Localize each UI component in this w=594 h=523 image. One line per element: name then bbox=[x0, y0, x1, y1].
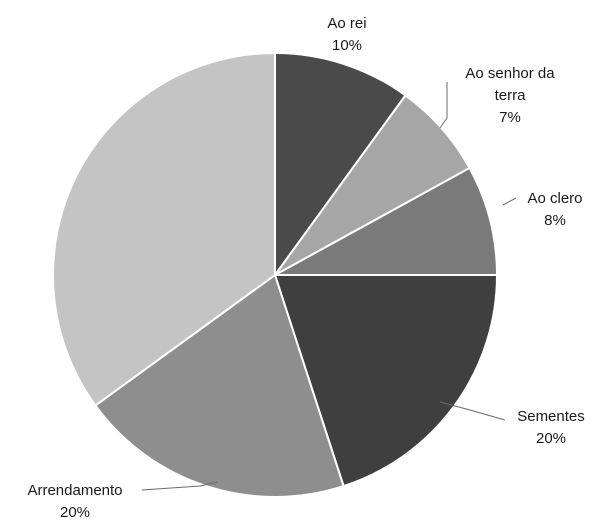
leader-line-ao_clero bbox=[502, 197, 517, 206]
slice-label-ao_senhor-line-2: terra bbox=[495, 87, 527, 104]
slice-value-ao_clero: 8% bbox=[544, 212, 566, 229]
slice-labels: Ao rei 10% Ao senhor da terra 7% Ao clero 8% Se… bbox=[27, 15, 584, 521]
slice-label-ao_rei: Ao rei bbox=[327, 15, 366, 32]
pie-slices bbox=[52, 51, 499, 498]
leader-line-arrendamento bbox=[141, 481, 219, 491]
slice-value-arrendamento: 20% bbox=[60, 504, 90, 521]
slice-label-arrendamento: Arrendamento bbox=[27, 482, 122, 499]
pie-slice-ao_clero bbox=[274, 166, 499, 276]
slice-label-sementes: Sementes bbox=[517, 408, 585, 425]
leader-line-sementes bbox=[439, 401, 506, 421]
slice-value-ao_senhor: 7% bbox=[499, 109, 521, 126]
slice-label-ao_clero: Ao clero bbox=[527, 190, 582, 207]
leader-line-ao_senhor bbox=[439, 82, 448, 129]
slice-value-ao_rei: 10% bbox=[332, 37, 362, 54]
pie-slice-ao_rei bbox=[274, 51, 407, 279]
leader-lines bbox=[141, 82, 517, 491]
pie-slice-arrendamento bbox=[94, 273, 345, 498]
pie-slice-unlabeled bbox=[52, 51, 276, 407]
slice-label-ao_senhor-line-1: Ao senhor da bbox=[465, 65, 555, 82]
slice-value-sementes: 20% bbox=[536, 430, 566, 447]
